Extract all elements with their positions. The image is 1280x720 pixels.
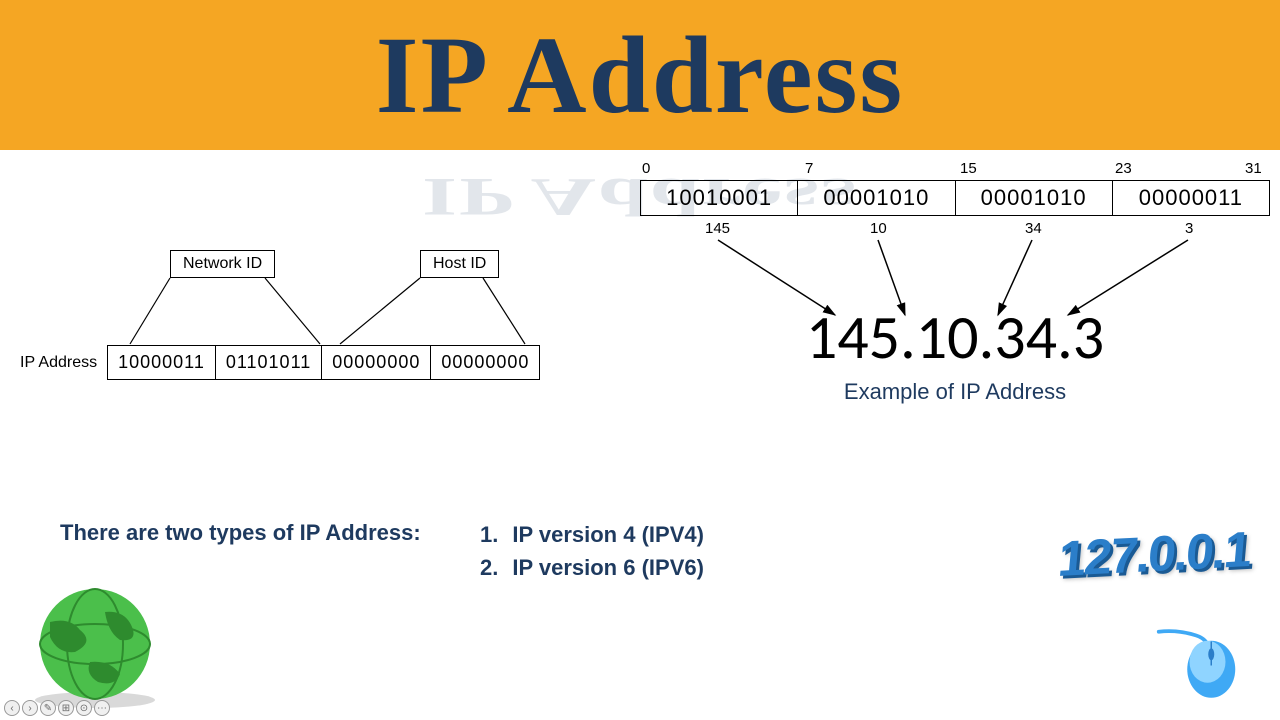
octet-cell: 00000000 [431,345,540,380]
octet-cell: 00001010 [956,181,1113,215]
octet-cell: 10010001 [641,181,798,215]
bracket-lines [20,250,580,430]
octet-cell: 01101011 [216,345,322,380]
bit-label: 15 [960,160,977,177]
ip-address-label: IP Address [20,354,97,372]
list-item: 2.IP version 6 (IPV6) [480,551,704,584]
globe-icon [20,582,170,712]
bit-position-row: 0 7 15 23 31 [640,160,1270,180]
arrow-lines [640,220,1270,450]
list-item: 1.IP version 4 (IPV4) [480,518,704,551]
octet-cell: 00000000 [322,345,431,380]
pen-icon[interactable]: ✎ [40,700,56,716]
octet-cell: 10000011 [107,345,216,380]
page-title: IP Address [376,12,904,139]
mouse-icon [1155,628,1245,708]
slide-controls: ‹ › ✎ ⊞ ⊙ ⋯ [4,700,110,716]
bit-label: 23 [1115,160,1132,177]
ip-example-diagram: 0 7 15 23 31 10010001 00001010 00001010 … [640,160,1270,405]
bit-label: 31 [1245,160,1262,177]
bit-label: 0 [642,160,650,177]
view-icon[interactable]: ⊞ [58,700,74,716]
next-slide-icon[interactable]: › [22,700,38,716]
bit-label: 7 [805,160,813,177]
zoom-icon[interactable]: ⊙ [76,700,92,716]
title-banner: IP Address [0,0,1280,150]
localhost-ip-graphic: 127.0.0.1 [1056,520,1253,588]
octet-cell: 00001010 [798,181,955,215]
octet-cell: 00000011 [1113,181,1269,215]
binary-octet-row: 10010001 00001010 00001010 00000011 [640,180,1270,216]
types-heading: There are two types of IP Address: [60,520,421,546]
prev-slide-icon[interactable]: ‹ [4,700,20,716]
ip-structure-diagram: Network ID Host ID IP Address 10000011 0… [20,250,580,430]
ip-types-list: 1.IP version 4 (IPV4) 2.IP version 6 (IP… [480,518,704,584]
menu-icon[interactable]: ⋯ [94,700,110,716]
